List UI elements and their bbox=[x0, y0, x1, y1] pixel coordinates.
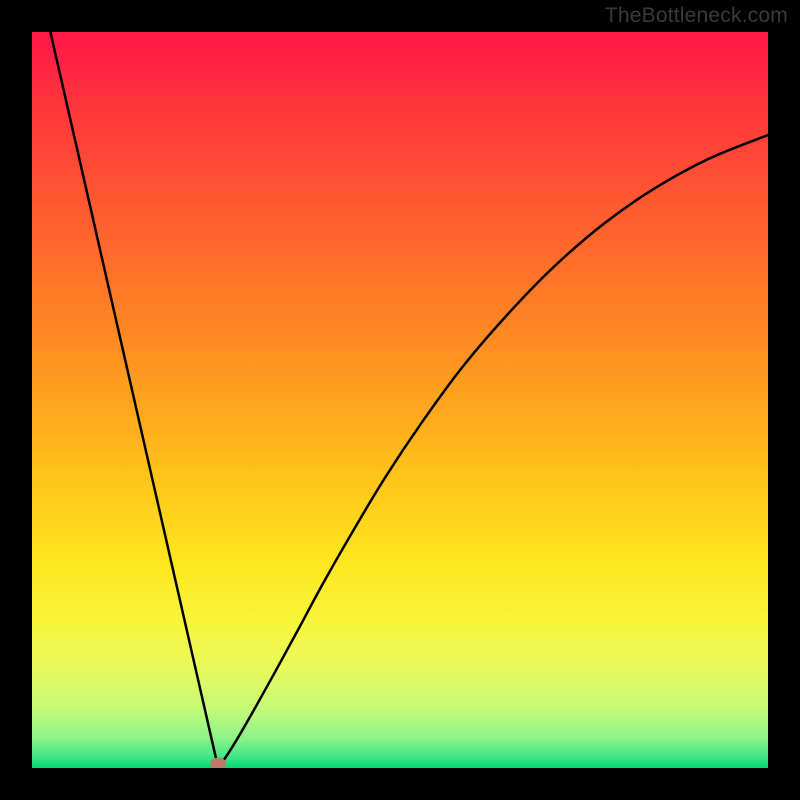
gradient-background bbox=[32, 32, 768, 768]
bottleneck-curve-chart bbox=[32, 32, 768, 768]
watermark-text: TheBottleneck.com bbox=[605, 4, 788, 28]
chart-plot-area bbox=[32, 32, 768, 768]
